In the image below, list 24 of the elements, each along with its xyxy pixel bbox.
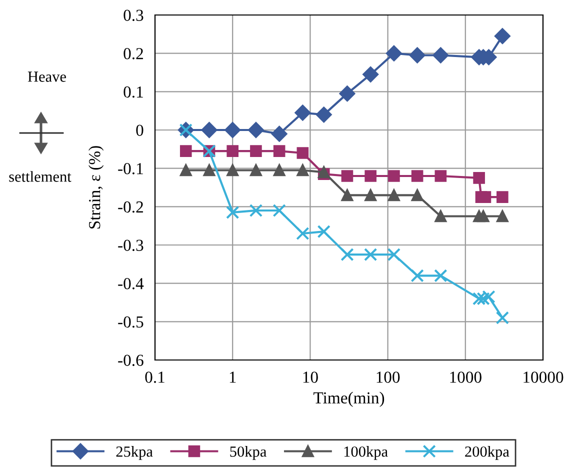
- x-tick-label: 10000: [524, 372, 564, 383]
- y-tick-label: -0.2: [118, 201, 143, 213]
- y-tick-label: 0.1: [124, 86, 143, 98]
- x-tick-label: 1: [230, 372, 236, 383]
- text: Heave: [28, 72, 66, 82]
- text: settlement: [9, 171, 72, 182]
- legend-label: 50kpa: [230, 446, 266, 460]
- legend-label: 200kpa: [465, 446, 510, 460]
- y-tick-label: -0.5: [118, 316, 144, 328]
- x-tick-label: 100: [376, 372, 400, 383]
- y-tick-label: 0.2: [124, 48, 143, 60]
- legend-label: 25kpa: [116, 446, 153, 460]
- x-tick-label: 10: [303, 372, 318, 383]
- y-tick-label: 0.3: [124, 10, 144, 22]
- y-axis-title: Strain, ε (%): [88, 146, 104, 229]
- y-tick-label: -0.1: [118, 163, 143, 174]
- x-tick-label: 1000: [450, 372, 482, 383]
- legend-label: 100kpa: [344, 446, 388, 460]
- y-tick-label: -0.3: [118, 240, 144, 252]
- x-tick-label: 0.1: [145, 372, 164, 383]
- y-tick-label: 0: [136, 124, 144, 136]
- x-axis-title: Time(min): [313, 392, 384, 407]
- y-tick-label: -0.4: [118, 278, 144, 290]
- y-tick-label: -0.6: [118, 354, 144, 366]
